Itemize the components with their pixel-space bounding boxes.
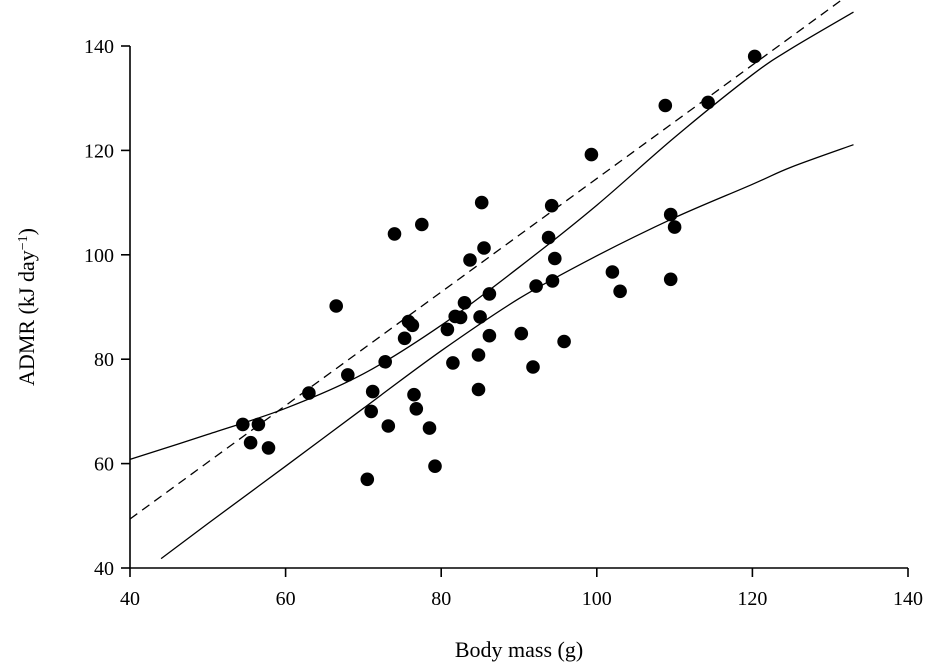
y-tick-label: 140 <box>84 36 114 58</box>
x-axis-title: Body mass (g) <box>455 637 583 662</box>
data-point <box>526 360 540 374</box>
data-point <box>415 217 429 232</box>
data-point <box>514 326 529 341</box>
data-point <box>422 421 437 435</box>
y-axis-title-main: ADMR (kJ day <box>14 250 39 386</box>
data-point <box>482 328 497 343</box>
data-point <box>329 299 344 313</box>
data-point <box>557 334 571 349</box>
y-tick-label: 80 <box>94 349 114 371</box>
data-point <box>457 296 472 310</box>
y-tick-label: 60 <box>94 454 114 476</box>
y-tick-label: 40 <box>94 558 114 580</box>
axis-ticks: 40 60 80 100 120 140 40 60 80 100 120 140 <box>84 36 923 610</box>
data-point <box>658 98 673 113</box>
data-point <box>545 274 560 288</box>
data-point <box>667 220 682 234</box>
y-tick-label: 120 <box>84 140 114 162</box>
data-point <box>341 368 355 382</box>
data-point <box>261 441 276 455</box>
data-point <box>471 382 486 397</box>
plot-area <box>129 0 854 560</box>
x-tick-label: 140 <box>893 588 923 610</box>
data-point <box>453 310 468 325</box>
data-point <box>360 472 375 487</box>
upper-confidence-line <box>129 11 854 461</box>
data-point <box>407 387 421 402</box>
data-point <box>302 386 316 400</box>
data-point <box>365 384 380 399</box>
data-point <box>605 265 620 279</box>
data-point <box>477 241 491 255</box>
data-point <box>584 147 599 162</box>
data-point <box>541 230 556 245</box>
data-point <box>663 272 678 287</box>
data-point <box>378 355 393 369</box>
data-point <box>548 251 562 266</box>
data-point <box>663 207 678 222</box>
data-point <box>428 459 442 474</box>
y-axis-title: ADMR (kJ day−1) <box>14 228 39 386</box>
x-tick-label: 80 <box>431 588 451 610</box>
data-point <box>236 417 250 432</box>
x-tick-label: 40 <box>120 588 140 610</box>
data-point <box>387 227 402 241</box>
x-tick-label: 60 <box>276 588 296 610</box>
data-point <box>529 279 543 293</box>
y-tick-label: 100 <box>84 245 114 267</box>
data-point <box>482 287 497 301</box>
data-point <box>474 195 489 210</box>
data-point <box>397 331 412 346</box>
data-point <box>409 402 424 416</box>
data-point <box>381 419 396 433</box>
data-point <box>471 348 486 362</box>
data-point <box>463 253 477 267</box>
data-point <box>701 95 715 110</box>
data-point <box>613 284 627 299</box>
data-point <box>747 49 762 64</box>
data-point <box>440 322 455 337</box>
data-point <box>251 417 266 432</box>
data-point <box>243 435 258 450</box>
lower-confidence-line <box>160 144 854 560</box>
regression-line <box>129 0 843 520</box>
x-tick-label: 120 <box>737 588 767 610</box>
data-point <box>446 356 460 370</box>
data-point <box>544 198 559 213</box>
data-point <box>364 404 379 419</box>
data-point <box>405 318 420 333</box>
y-axis-title-superscript: −1 <box>16 235 31 250</box>
data-point <box>473 310 487 324</box>
x-tick-label: 100 <box>582 588 612 610</box>
y-axis-title-close: ) <box>14 228 39 235</box>
